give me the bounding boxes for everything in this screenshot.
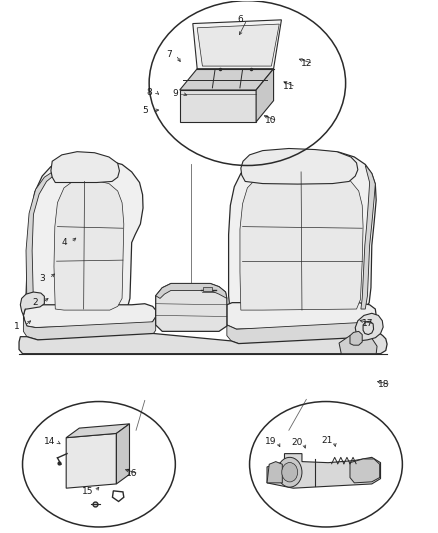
Text: 3: 3 <box>39 273 45 282</box>
Polygon shape <box>117 424 130 484</box>
Polygon shape <box>155 284 227 332</box>
Polygon shape <box>19 332 387 354</box>
Circle shape <box>282 463 298 482</box>
Text: 8: 8 <box>146 87 152 96</box>
Polygon shape <box>66 433 117 488</box>
Polygon shape <box>256 69 274 122</box>
Text: 19: 19 <box>265 438 276 447</box>
Polygon shape <box>193 20 282 69</box>
Text: 16: 16 <box>126 470 138 478</box>
Polygon shape <box>361 165 375 309</box>
Bar <box>203 287 212 292</box>
Polygon shape <box>20 292 44 316</box>
Text: 6: 6 <box>237 15 243 25</box>
Polygon shape <box>267 462 283 483</box>
Text: 18: 18 <box>378 380 390 389</box>
Polygon shape <box>197 24 279 66</box>
Text: 15: 15 <box>82 487 94 496</box>
Polygon shape <box>23 304 155 328</box>
Polygon shape <box>51 152 120 182</box>
Text: 7: 7 <box>166 51 172 59</box>
Polygon shape <box>240 172 363 310</box>
Text: 5: 5 <box>142 106 148 115</box>
Polygon shape <box>23 316 155 340</box>
Text: 1: 1 <box>14 321 20 330</box>
Text: 14: 14 <box>44 438 56 447</box>
Polygon shape <box>267 454 381 488</box>
Polygon shape <box>180 90 256 122</box>
Polygon shape <box>350 332 362 345</box>
Text: 4: 4 <box>61 238 67 247</box>
Polygon shape <box>180 69 274 90</box>
Text: 12: 12 <box>300 59 312 68</box>
Polygon shape <box>227 303 376 329</box>
Polygon shape <box>227 316 377 344</box>
Polygon shape <box>26 160 143 312</box>
Polygon shape <box>229 151 376 312</box>
Polygon shape <box>350 459 380 483</box>
Polygon shape <box>26 172 55 304</box>
Circle shape <box>278 457 302 487</box>
Polygon shape <box>66 424 130 438</box>
Polygon shape <box>241 149 358 184</box>
Text: 10: 10 <box>265 116 276 125</box>
Text: 20: 20 <box>291 439 302 448</box>
Text: 9: 9 <box>173 89 178 98</box>
Polygon shape <box>155 284 227 298</box>
Text: 2: 2 <box>33 298 39 307</box>
Polygon shape <box>339 335 377 354</box>
Text: 11: 11 <box>283 82 295 91</box>
Polygon shape <box>355 313 383 341</box>
Text: 21: 21 <box>321 437 333 446</box>
Polygon shape <box>54 180 124 310</box>
Text: 17: 17 <box>362 319 373 328</box>
